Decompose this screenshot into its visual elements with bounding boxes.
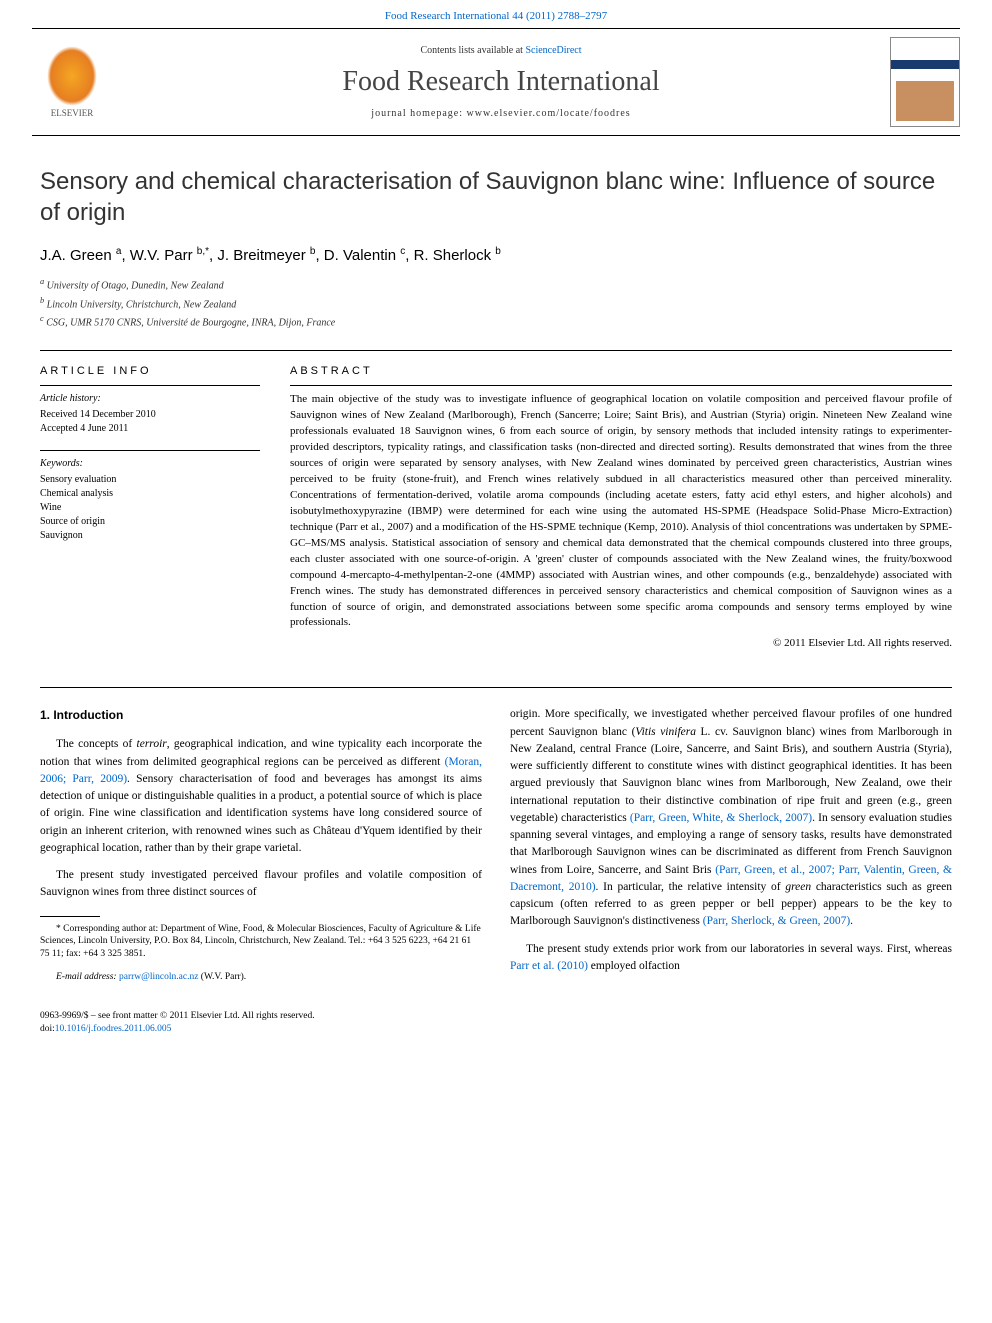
doi-link[interactable]: 10.1016/j.foodres.2011.06.005 bbox=[55, 1024, 172, 1034]
keywords-label: Keywords: bbox=[40, 457, 260, 471]
authors-line: J.A. Green a, W.V. Parr b,*, J. Breitmey… bbox=[40, 246, 952, 264]
page-footer: 0963-9969/$ – see front matter © 2011 El… bbox=[0, 1004, 992, 1056]
author-3: J. Breitmeyer b bbox=[217, 247, 315, 264]
abstract-header: ABSTRACT bbox=[290, 365, 952, 377]
author-4: D. Valentin c bbox=[324, 247, 405, 264]
keyword-1: Sensory evaluation bbox=[40, 473, 260, 487]
footnote-separator bbox=[40, 916, 100, 917]
citation-parr-2007a[interactable]: (Parr, Green, White, & Sherlock, 2007) bbox=[630, 812, 812, 824]
citation-parr-2010[interactable]: Parr et al. (2010) bbox=[510, 960, 588, 972]
article-front-matter: Sensory and chemical characterisation of… bbox=[0, 136, 992, 669]
left-column: 1. Introduction The concepts of terroir,… bbox=[40, 706, 482, 994]
article-info-col: ARTICLE INFO Article history: Received 1… bbox=[40, 365, 260, 649]
footer-left: 0963-9969/$ – see front matter © 2011 El… bbox=[40, 1010, 315, 1036]
homepage-prefix: journal homepage: bbox=[371, 108, 466, 119]
affiliation-a: a University of Otago, Dunedin, New Zeal… bbox=[40, 276, 952, 293]
keyword-2: Chemical analysis bbox=[40, 487, 260, 501]
accepted-date: Accepted 4 June 2011 bbox=[40, 422, 260, 436]
intro-p3: origin. More specifically, we investigat… bbox=[510, 706, 952, 930]
contents-prefix: Contents lists available at bbox=[420, 45, 525, 56]
journal-cover-thumbnail bbox=[890, 37, 960, 127]
journal-ref-link[interactable]: Food Research International 44 (2011) 27… bbox=[385, 10, 607, 22]
affiliations: a University of Otago, Dunedin, New Zeal… bbox=[40, 276, 952, 330]
corresponding-author-footnote: * Corresponding author at: Department of… bbox=[40, 923, 482, 961]
citation-parr-sherlock[interactable]: (Parr, Sherlock, & Green, 2007) bbox=[703, 915, 850, 927]
keyword-4: Source of origin bbox=[40, 515, 260, 529]
intro-p1: The concepts of terroir, geographical in… bbox=[40, 736, 482, 857]
journal-center: Contents lists available at ScienceDirec… bbox=[112, 45, 890, 119]
article-history-block: Article history: Received 14 December 20… bbox=[40, 385, 260, 436]
abstract-text: The main objective of the study was to i… bbox=[290, 385, 952, 631]
journal-title: Food Research International bbox=[112, 66, 890, 98]
right-column: origin. More specifically, we investigat… bbox=[510, 706, 952, 994]
elsevier-tree-icon bbox=[47, 46, 97, 106]
author-2: W.V. Parr b,* bbox=[130, 247, 209, 264]
article-title: Sensory and chemical characterisation of… bbox=[40, 166, 952, 228]
email-link[interactable]: parrw@lincoln.ac.nz bbox=[119, 972, 198, 982]
doi-line: doi:10.1016/j.foodres.2011.06.005 bbox=[40, 1023, 315, 1036]
abstract-copyright: © 2011 Elsevier Ltd. All rights reserved… bbox=[290, 637, 952, 649]
journal-header: ELSEVIER Contents lists available at Sci… bbox=[32, 28, 960, 136]
publisher-logo: ELSEVIER bbox=[32, 37, 112, 127]
front-matter-line: 0963-9969/$ – see front matter © 2011 El… bbox=[40, 1010, 315, 1023]
homepage-url: www.elsevier.com/locate/foodres bbox=[467, 108, 631, 119]
received-date: Received 14 December 2010 bbox=[40, 408, 260, 422]
keyword-3: Wine bbox=[40, 501, 260, 515]
affiliation-b: b Lincoln University, Christchurch, New … bbox=[40, 295, 952, 312]
keywords-block: Keywords: Sensory evaluation Chemical an… bbox=[40, 450, 260, 543]
main-two-columns: 1. Introduction The concepts of terroir,… bbox=[0, 688, 992, 1004]
email-footnote: E-mail address: parrw@lincoln.ac.nz (W.V… bbox=[40, 971, 482, 984]
journal-homepage: journal homepage: www.elsevier.com/locat… bbox=[112, 108, 890, 119]
article-info-header: ARTICLE INFO bbox=[40, 365, 260, 377]
intro-heading: 1. Introduction bbox=[40, 706, 482, 724]
publisher-name: ELSEVIER bbox=[51, 108, 94, 118]
intro-p2: The present study investigated perceived… bbox=[40, 867, 482, 902]
abstract-col: ABSTRACT The main objective of the study… bbox=[290, 365, 952, 649]
author-1: J.A. Green a bbox=[40, 247, 121, 264]
sciencedirect-link[interactable]: ScienceDirect bbox=[525, 45, 581, 56]
author-5: R. Sherlock b bbox=[414, 247, 501, 264]
journal-reference: Food Research International 44 (2011) 27… bbox=[0, 0, 992, 28]
info-abstract-row: ARTICLE INFO Article history: Received 1… bbox=[40, 350, 952, 649]
contents-line: Contents lists available at ScienceDirec… bbox=[112, 45, 890, 56]
affiliation-c: c CSG, UMR 5170 CNRS, Université de Bour… bbox=[40, 313, 952, 330]
keyword-5: Sauvignon bbox=[40, 529, 260, 543]
history-label: Article history: bbox=[40, 392, 260, 406]
intro-p4: The present study extends prior work fro… bbox=[510, 941, 952, 976]
